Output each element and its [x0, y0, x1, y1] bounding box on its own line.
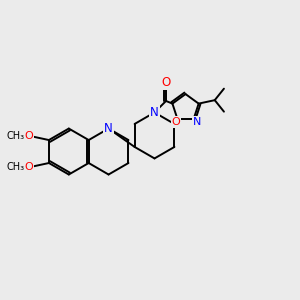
- Text: N: N: [193, 117, 201, 127]
- Text: CH₃: CH₃: [6, 162, 24, 172]
- Text: N: N: [104, 122, 113, 135]
- Text: O: O: [172, 117, 180, 127]
- Text: CH₃: CH₃: [6, 131, 24, 141]
- Text: O: O: [25, 162, 34, 172]
- Text: N: N: [150, 106, 159, 119]
- Text: O: O: [161, 76, 171, 89]
- Text: O: O: [25, 131, 34, 141]
